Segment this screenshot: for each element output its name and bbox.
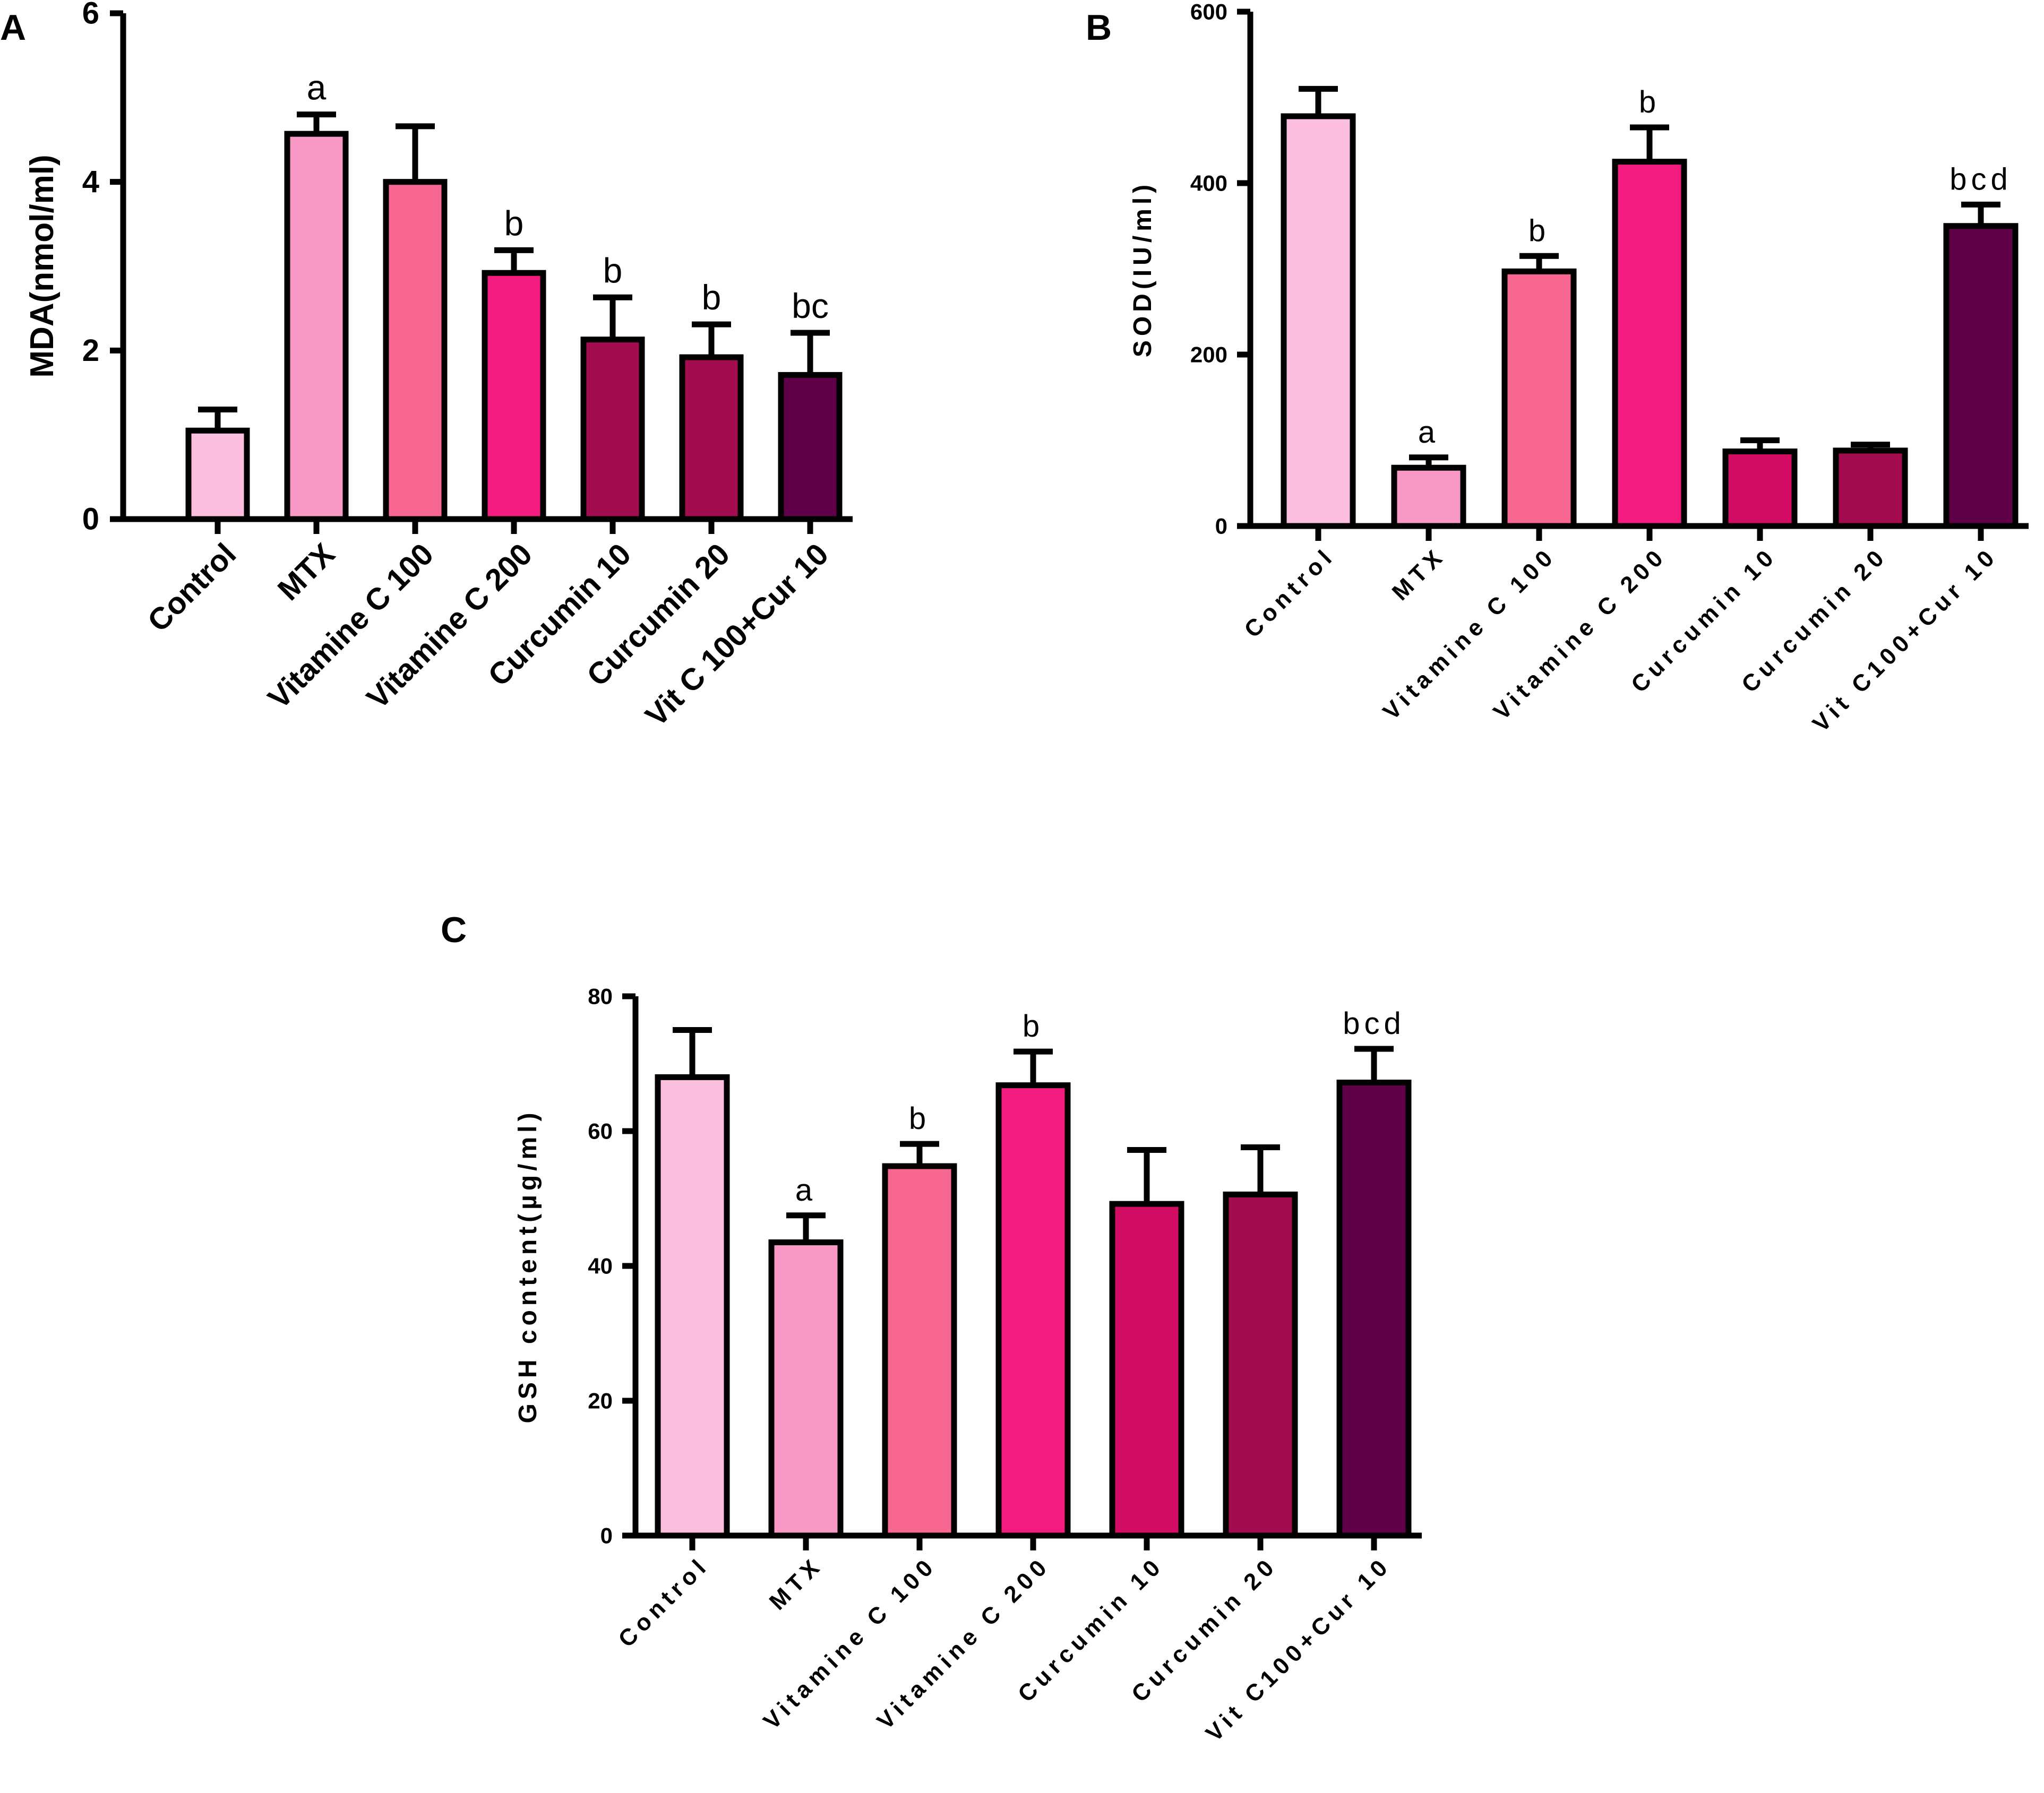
panel-b-significance-label: bcd	[1949, 162, 2012, 196]
panel-a-bar	[482, 270, 546, 522]
panel-b-y-tick-label: 600	[1190, 0, 1227, 24]
panel-a-category-label: Vitamine C 200	[360, 537, 539, 716]
panel-c-bar	[1109, 1201, 1184, 1539]
panel-b-bar	[1833, 447, 1908, 529]
panel-b-bar	[1391, 464, 1466, 529]
panel-a-significance-label: b	[603, 251, 623, 290]
panel-b-letter: B	[1086, 7, 1112, 48]
panel-a-category-label: Vitamine C 100	[261, 537, 440, 716]
panel-b-bar	[1943, 223, 2019, 529]
panel-a-bar	[580, 337, 645, 522]
panel-b-y-axis-title: SOD(IU/ml)	[1129, 180, 1157, 357]
panel-c-category-label: Control	[613, 1551, 714, 1652]
panel-c-bar	[995, 1082, 1071, 1539]
panel-b-significance-label: b	[1528, 213, 1550, 248]
panel-a-significance-label: b	[702, 278, 722, 317]
panel-a-significance-label: b	[504, 203, 524, 243]
panel-c-significance-label: b	[1023, 1009, 1044, 1044]
panel-b-bar	[1722, 448, 1798, 529]
panel-b-bar	[1281, 113, 1356, 529]
panel-c-gsh-chart: C 0 20 40 60 80 GSH content(µg/ml) Control MTX a V…	[441, 910, 1422, 1747]
panel-a-category-label: Control	[141, 537, 243, 639]
panel-a-y-axis-title: MDA(nmol/ml)	[24, 154, 61, 377]
panel-a-y-tick-label: 2	[82, 333, 99, 368]
panel-a-category-label: MTX	[271, 537, 342, 607]
panel-b-category-label: Control	[1239, 542, 1340, 643]
panel-c-bar	[1336, 1080, 1412, 1539]
panel-c-bar	[768, 1239, 844, 1539]
panel-c-y-tick-label: 80	[588, 984, 613, 1009]
panel-b-y-tick-label: 0	[1215, 514, 1227, 539]
panel-a-bar	[185, 427, 250, 522]
panel-c-significance-label: a	[795, 1173, 817, 1208]
panel-c-y-tick-label: 20	[588, 1389, 613, 1413]
panel-b-category-label: MTX	[1387, 542, 1450, 605]
panel-b-bar	[1612, 159, 1687, 529]
panel-c-y-tick-label: 40	[588, 1254, 613, 1279]
panel-b-bar	[1501, 268, 1577, 529]
panel-b-y-tick-label: 200	[1190, 342, 1227, 367]
panel-a-mda-chart: A 0 2 4 6 MDA(nmol/ml) Control MTX a Vitamine C 1…	[0, 0, 853, 733]
panel-c-category-label: Vit C100+Cur 10	[1201, 1551, 1396, 1746]
panel-a-y-tick-label: 6	[82, 0, 99, 31]
panel-b-category-label: Vit C100+Cur 10	[1808, 542, 2003, 737]
panel-a-bar	[778, 372, 843, 522]
panel-a-bar	[284, 131, 349, 522]
panel-c-bar	[1223, 1191, 1298, 1539]
panel-a-bar	[383, 179, 448, 522]
panel-c-category-label: MTX	[765, 1551, 828, 1615]
panel-a-letter: A	[0, 7, 26, 48]
panel-a-bar	[679, 354, 744, 522]
panel-a-y-tick-label: 0	[82, 502, 99, 537]
panel-c-y-tick-label: 0	[600, 1523, 613, 1548]
panel-c-significance-label: b	[909, 1101, 930, 1136]
panel-b-significance-label: a	[1418, 415, 1439, 450]
panel-b-y-tick-label: 400	[1190, 171, 1227, 196]
panel-c-significance-label: bcd	[1343, 1006, 1405, 1041]
panel-c-y-tick-label: 60	[588, 1119, 613, 1144]
panel-a-significance-label: a	[307, 68, 327, 107]
panel-a-y-tick-label: 4	[82, 165, 99, 199]
panel-c-letter: C	[441, 910, 467, 950]
panel-a-significance-label: bc	[792, 286, 829, 325]
panel-c-bar	[882, 1163, 957, 1539]
panel-b-significance-label: b	[1639, 85, 1660, 119]
panel-c-bar	[655, 1074, 730, 1539]
panel-c-y-axis-title: GSH content(µg/ml)	[514, 1109, 542, 1424]
panel-a-category-label: Vit C 100+Cur 10	[639, 537, 835, 733]
